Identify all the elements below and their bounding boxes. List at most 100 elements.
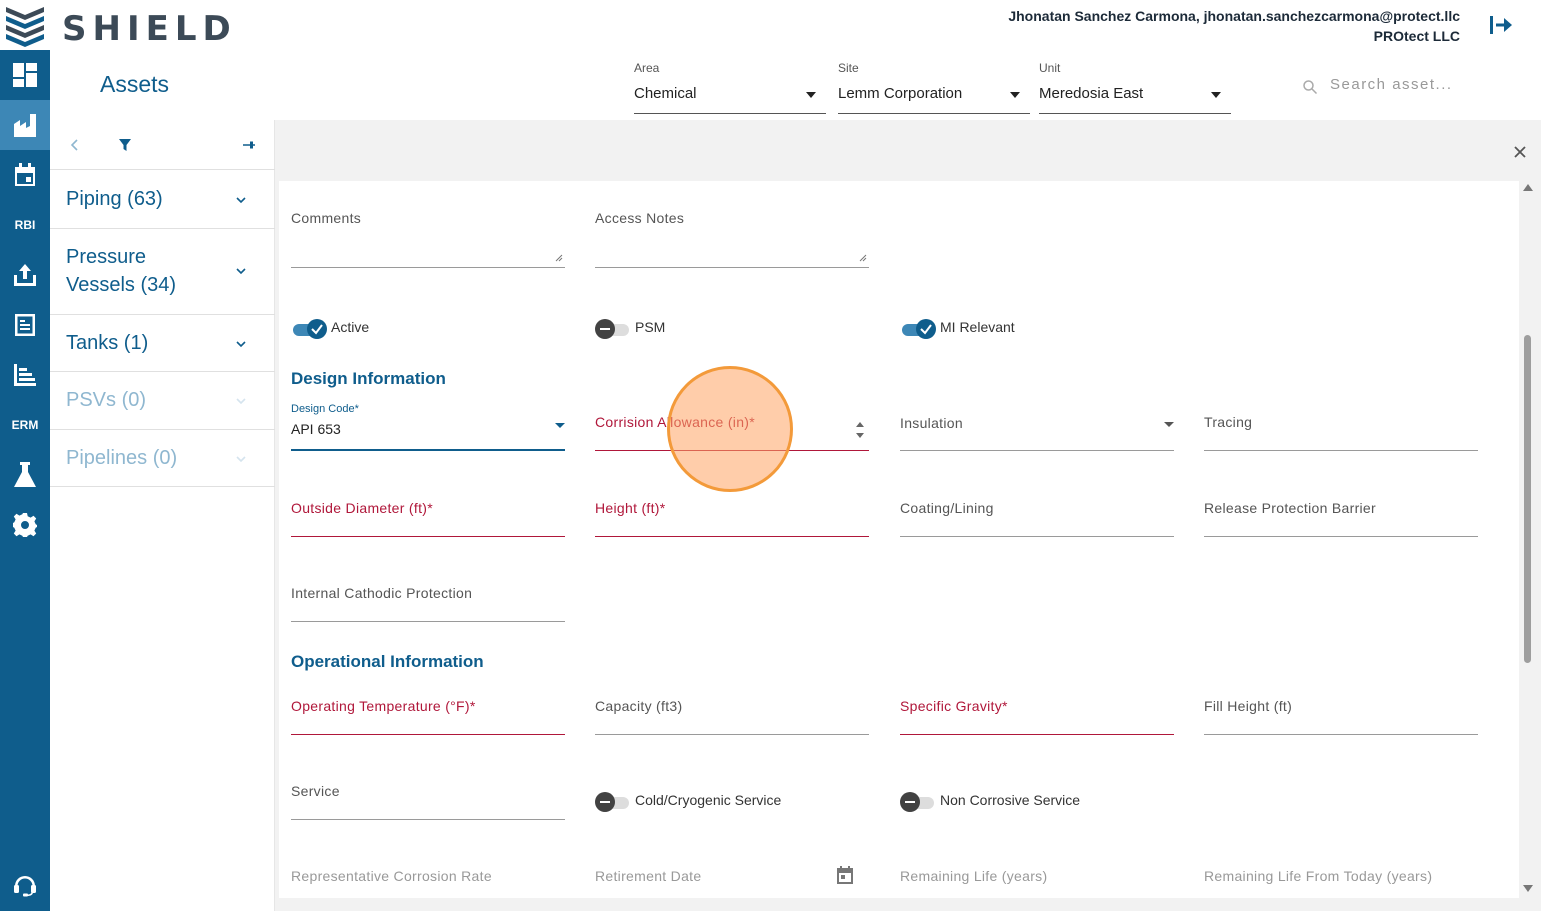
retirement-date-field[interactable]: Retirement Date xyxy=(595,865,869,898)
operating-temperature-underline xyxy=(291,734,565,735)
capacity-field[interactable]: Capacity (ft3) xyxy=(595,695,869,735)
area-value: Chemical xyxy=(634,85,697,102)
release-protection-underline xyxy=(1204,536,1478,537)
sidebar-item-piping[interactable]: Piping (63) xyxy=(50,171,275,229)
non-corrosive-label: Non Corrosive Service xyxy=(940,792,1081,808)
area-select[interactable]: Area Chemical xyxy=(634,61,826,115)
mi-relevant-toggle[interactable]: MI Relevant xyxy=(900,318,1060,340)
rail-support[interactable] xyxy=(0,860,50,910)
toggle-knob xyxy=(595,792,615,812)
sidebar-item-label: Pipelines (0) xyxy=(66,447,178,469)
site-select[interactable]: Site Lemm Corporation xyxy=(838,61,1030,115)
toggle-knob xyxy=(916,319,936,339)
chevron-down-icon xyxy=(236,268,246,275)
outside-diameter-field[interactable]: Outside Diameter (ft)* xyxy=(291,497,565,537)
minus-icon xyxy=(905,801,915,803)
nav-rail: RBI ERM xyxy=(0,50,50,911)
unit-underline xyxy=(1039,113,1231,114)
toggle-knob xyxy=(595,319,615,339)
logout-icon[interactable] xyxy=(1488,14,1514,36)
coating-lining-underline xyxy=(900,536,1174,537)
scroll-down-icon[interactable] xyxy=(1523,885,1533,892)
close-icon[interactable] xyxy=(1513,145,1527,159)
minus-icon xyxy=(600,801,610,803)
unit-select[interactable]: Unit Meredosia East xyxy=(1039,61,1231,115)
rail-dashboard[interactable] xyxy=(0,50,50,100)
comments-label: Comments xyxy=(291,210,362,226)
calendar-icon xyxy=(15,163,35,186)
chevron-down-icon xyxy=(1164,422,1174,427)
design-code-select[interactable]: Design Code* API 653 xyxy=(291,403,565,451)
operating-temperature-field[interactable]: Operating Temperature (°F)* xyxy=(291,695,565,735)
rail-chart[interactable] xyxy=(0,350,50,400)
comments-field[interactable]: Comments xyxy=(291,208,565,268)
cold-cryogenic-label: Cold/Cryogenic Service xyxy=(635,792,782,808)
scroll-thumb[interactable] xyxy=(1524,335,1531,663)
access-notes-field[interactable]: Access Notes xyxy=(595,208,869,268)
flask-icon xyxy=(14,462,36,487)
scroll-up-icon[interactable] xyxy=(1523,184,1533,191)
release-protection-label: Release Protection Barrier xyxy=(1204,500,1376,516)
asset-form: Comments Access Notes Active PSM MI Rele… xyxy=(279,181,1519,898)
shield-logo[interactable]: SHIELD xyxy=(4,3,264,49)
sidebar-item-pipelines[interactable]: Pipelines (0) xyxy=(50,430,275,487)
rail-erm[interactable]: ERM xyxy=(0,400,50,450)
asset-sidebar: Piping (63) Pressure Vessels (34) Tanks (… xyxy=(50,120,275,911)
service-field[interactable]: Service xyxy=(291,780,565,820)
rail-assets[interactable] xyxy=(0,100,50,150)
rail-upload[interactable] xyxy=(0,250,50,300)
active-toggle[interactable]: Active xyxy=(291,318,411,340)
pin-icon[interactable] xyxy=(242,139,256,151)
shield-logo-icon xyxy=(6,7,44,47)
chevron-left-icon[interactable] xyxy=(70,139,80,151)
page-title: Assets xyxy=(100,71,170,97)
resize-handle-icon[interactable] xyxy=(859,254,867,262)
chevron-down-icon xyxy=(236,398,246,405)
access-notes-underline xyxy=(595,267,869,268)
dashboard-icon xyxy=(13,63,37,87)
psm-label: PSM xyxy=(635,319,666,335)
operating-temperature-label: Operating Temperature (°F)* xyxy=(291,698,476,714)
sidebar-item-label: PSVs (0) xyxy=(66,389,147,411)
search-input[interactable]: Search asset... xyxy=(1330,76,1453,93)
cold-cryogenic-toggle[interactable]: Cold/Cryogenic Service xyxy=(595,791,815,813)
sidebar-toolbar xyxy=(50,120,275,170)
rail-lab[interactable] xyxy=(0,450,50,500)
design-code-underline xyxy=(291,449,565,451)
specific-gravity-field[interactable]: Specific Gravity* xyxy=(900,695,1174,735)
capacity-label: Capacity (ft3) xyxy=(595,698,683,714)
unit-label: Unit xyxy=(1039,61,1061,75)
unit-value: Meredosia East xyxy=(1039,85,1144,102)
toggle-knob xyxy=(900,792,920,812)
site-value: Lemm Corporation xyxy=(838,85,963,102)
release-protection-field[interactable]: Release Protection Barrier xyxy=(1204,497,1478,537)
height-field[interactable]: Height (ft)* xyxy=(595,497,869,537)
site-underline xyxy=(838,113,1030,114)
fill-height-field[interactable]: Fill Height (ft) xyxy=(1204,695,1478,735)
sidebar-item-psvs[interactable]: PSVs (0) xyxy=(50,372,275,430)
rail-settings[interactable] xyxy=(0,500,50,550)
non-corrosive-toggle[interactable]: Non Corrosive Service xyxy=(900,791,1120,813)
filter-icon[interactable] xyxy=(118,138,132,152)
rail-rbi[interactable]: RBI xyxy=(0,200,50,250)
comments-underline xyxy=(291,267,565,268)
search-icon xyxy=(1303,80,1318,95)
calendar-icon[interactable] xyxy=(836,865,854,885)
resize-handle-icon[interactable] xyxy=(555,254,563,262)
psm-toggle[interactable]: PSM xyxy=(595,318,715,340)
tracing-label: Tracing xyxy=(1204,414,1253,430)
tracing-field[interactable]: Tracing xyxy=(1204,411,1478,451)
internal-cathodic-underline xyxy=(291,621,565,622)
sidebar-item-tanks[interactable]: Tanks (1) xyxy=(50,315,275,372)
sidebar-item-pressure-vessels[interactable]: Pressure Vessels (34) xyxy=(50,229,275,315)
internal-cathodic-field[interactable]: Internal Cathodic Protection xyxy=(291,582,565,622)
coating-lining-field[interactable]: Coating/Lining xyxy=(900,497,1174,537)
search-asset[interactable]: Search asset... xyxy=(1300,74,1500,98)
number-spinner-icon[interactable] xyxy=(855,419,865,441)
upload-icon xyxy=(14,264,36,286)
insulation-select[interactable]: Insulation xyxy=(900,411,1174,451)
user-info: Jhonatan Sanchez Carmona, jhonatan.sanch… xyxy=(1008,6,1460,46)
report-icon xyxy=(15,314,35,336)
rail-report[interactable] xyxy=(0,300,50,350)
rail-calendar[interactable] xyxy=(0,150,50,200)
